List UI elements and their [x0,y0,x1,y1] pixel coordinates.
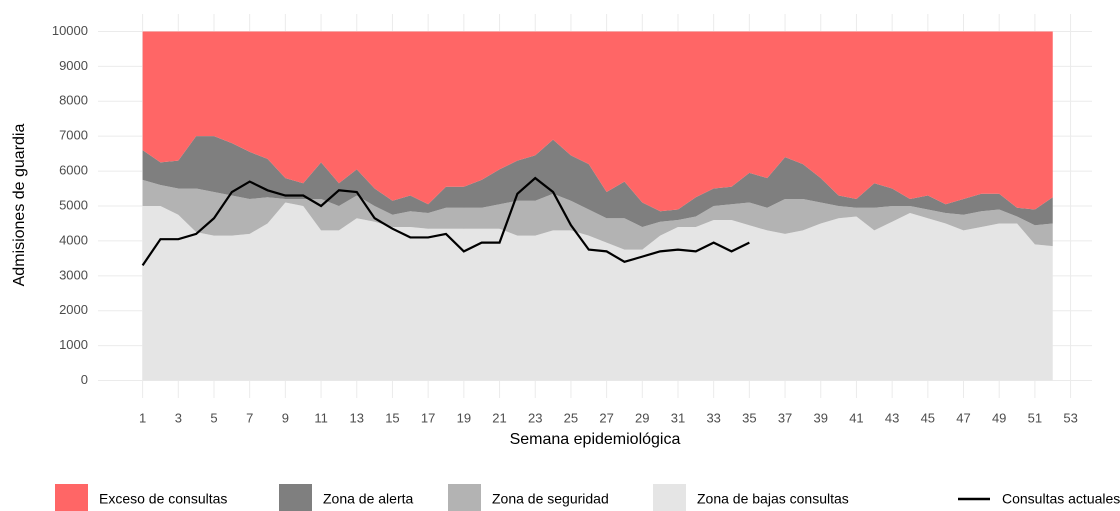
x-tick-label: 27 [599,410,613,425]
area [142,179,1053,250]
x-axis-title: Semana epidemiológica [510,431,681,448]
legend-label: Exceso de consultas [99,491,227,507]
x-tick-label: 51 [1028,410,1042,425]
x-tick-label: 11 [314,410,328,425]
y-tick-label: 8000 [59,93,88,108]
x-tick-label: 37 [778,410,792,425]
x-tick-label: 17 [421,410,435,425]
x-tick-label: 9 [282,410,289,425]
y-tick-label: 5000 [59,197,88,212]
y-tick-label: 10000 [52,23,88,38]
legend-label: Zona de bajas consultas [697,491,849,507]
y-tick-label: 0 [81,372,88,387]
x-tick-label: 23 [528,410,542,425]
x-tick-label: 15 [385,410,399,425]
legend-swatch [55,484,88,511]
area [142,136,1053,227]
y-tick-label: 9000 [59,58,88,73]
x-tick-label: 53 [1063,410,1077,425]
x-tick-label: 49 [992,410,1006,425]
x-tick-label: 3 [175,410,182,425]
x-tick-label: 29 [635,410,649,425]
x-tick-label: 43 [885,410,899,425]
legend-label: Zona de alerta [323,491,413,507]
y-tick-label: 7000 [59,128,88,143]
area [142,202,1053,381]
x-tick-label: 21 [492,410,506,425]
x-tick-label: 33 [706,410,720,425]
y-tick-label: 1000 [59,337,88,352]
x-tick-label: 13 [350,410,364,425]
line [141,176,750,266]
x-tick-label: 39 [814,410,828,425]
x-tick-label: 1 [139,410,146,425]
legend-swatch [279,484,312,511]
y-tick-label: 6000 [59,163,88,178]
x-tick-label: 45 [921,410,935,425]
y-tick-label: 2000 [59,302,88,317]
x-tick-label: 7 [246,410,253,425]
x-tick-label: 31 [671,410,685,425]
x-tick-label: 47 [956,410,970,425]
x-tick-label: 19 [457,410,471,425]
legend-label: Zona de seguridad [492,491,609,507]
x-tick-label: 25 [564,410,578,425]
y-tick-label: 3000 [59,267,88,282]
legend-swatch [448,484,481,511]
legend-swatch [653,484,686,511]
y-axis-title: Admisiones de guardia [11,124,28,287]
x-tick-label: 41 [849,410,863,425]
y-tick-label: 4000 [59,232,88,247]
x-tick-label: 35 [742,410,756,425]
area [142,31,1053,212]
legend-label: Consultas actuales [1002,491,1120,507]
x-tick-label: 5 [210,410,217,425]
